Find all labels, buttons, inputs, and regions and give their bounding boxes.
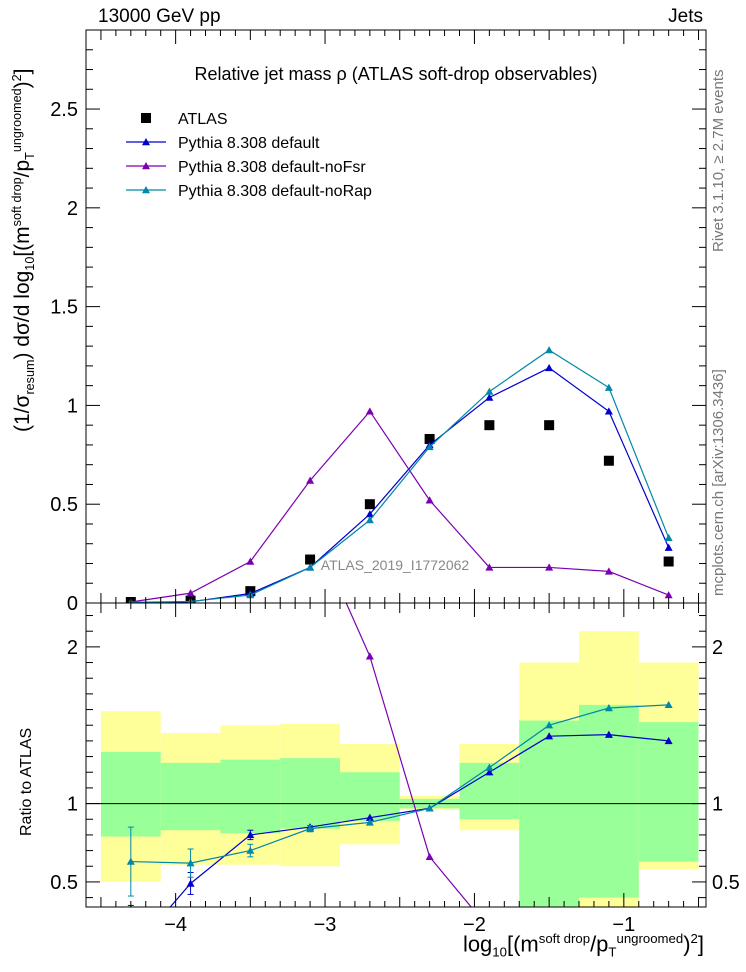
ratio-point: [425, 804, 434, 812]
series-point-3: [604, 383, 613, 391]
series-point-2: [186, 589, 195, 597]
data-point-atlas: [544, 420, 555, 431]
y-tick-label: 1: [67, 395, 78, 417]
series-line-2: [130, 410, 669, 603]
x-tick-label: −2: [463, 914, 486, 936]
main-series-group: [125, 346, 674, 603]
band-green: [160, 762, 221, 831]
series-point-2: [425, 496, 434, 504]
ratio-series-line-1: [345, 603, 472, 907]
ratio-y-tick-label-left: 0.5: [50, 872, 78, 894]
ratio-point: [485, 763, 494, 771]
y-tick-label: 2.5: [50, 99, 78, 121]
series-point-1: [664, 543, 673, 551]
ratio-point: [246, 830, 255, 839]
ratio-point: [425, 852, 434, 861]
analysis-label: ATLAS_2019_I1772062: [321, 557, 470, 573]
series-point-3: [425, 442, 434, 451]
series-point-3: [306, 563, 315, 571]
ratio-point: [365, 818, 374, 826]
data-point-atlas: [305, 554, 316, 565]
header-left-label: 13000 GeV pp: [98, 6, 221, 27]
ratio-uncertainty-bands: [86, 631, 706, 907]
ratio-point: [485, 768, 494, 776]
y-tick-label: 1.5: [50, 297, 78, 319]
data-point-atlas: [364, 499, 375, 510]
series-point-2: [664, 591, 673, 599]
ratio-frame: [85, 602, 707, 908]
data-point-atlas: [663, 556, 674, 567]
legend-label-3: Pythia 8.308 default-noRap: [178, 183, 372, 200]
series-point-1: [365, 510, 374, 518]
band-green: [638, 722, 699, 862]
axes-group: 0 0.5 1 1.5 2 2.5 0.5 0.5 1 1 2 2 −4 −3 −2 −1: [50, 29, 740, 936]
x-tick-label: −3: [314, 914, 337, 936]
data-point-atlas: [424, 434, 435, 445]
legend-label-2: Pythia 8.308 default-noFsr: [178, 159, 366, 176]
legend-marker-2: [142, 162, 150, 170]
legend-marker-3: [142, 186, 150, 194]
band-green: [519, 720, 580, 907]
series-point-3: [485, 387, 494, 395]
series-point-2: [365, 407, 374, 415]
x-tick-label: −1: [612, 914, 635, 936]
ratio-point: [126, 857, 135, 865]
ratio-point: [246, 846, 255, 854]
ratio-y-tick-label-left: 2: [67, 637, 78, 659]
legend-marker-1: [142, 138, 150, 146]
ratio-y-tick-label-right: 2: [712, 637, 723, 659]
ratio-y-tick-label-right: 1: [712, 794, 723, 816]
ratio-series-group: [126, 603, 673, 907]
series-point-2: [246, 557, 255, 565]
series-point-1: [485, 393, 494, 401]
ratio-series-line-2: [130, 704, 669, 864]
ratio-point: [664, 700, 673, 709]
legend-marker-atlas: [141, 113, 151, 123]
ratio-point: [545, 732, 554, 740]
band-green: [280, 758, 340, 829]
x-axis-label: log10[(msoft drop/pTungroomed)2]: [462, 931, 704, 960]
ratio-point: [186, 879, 195, 887]
ratio-series-line-0: [169, 734, 669, 907]
band-green: [220, 759, 281, 834]
band-green: [100, 751, 161, 837]
series-point-2: [545, 563, 554, 571]
ratio-point: [365, 652, 374, 660]
ratio-point: [365, 813, 374, 821]
data-point-atlas: [603, 455, 614, 466]
legend: ATLAS Pythia 8.308 default Pythia 8.308 de…: [126, 111, 372, 200]
series-point-1: [545, 363, 554, 372]
series-point-1: [604, 407, 613, 415]
header-right-label: Jets: [668, 6, 703, 27]
x-tick-label: −4: [164, 914, 187, 936]
chart-title: Relative jet mass ρ (ATLAS soft-drop obs…: [194, 64, 597, 84]
band-green: [339, 772, 400, 821]
ratio-point: [664, 736, 673, 745]
y-tick-label: 0.5: [50, 494, 78, 516]
ratio-y-tick-label-right: 0.5: [712, 872, 740, 894]
ratio-point: [186, 859, 195, 867]
legend-label-1: Pythia 8.308 default: [178, 135, 320, 152]
y-tick-label: 2: [67, 198, 78, 220]
series-point-3: [545, 346, 554, 354]
ratio-y-tick-label-left: 1: [67, 794, 78, 816]
ratio-point: [604, 730, 613, 738]
y-tick-label: 0: [67, 593, 78, 615]
series-point-2: [306, 476, 315, 484]
series-point-2: [604, 567, 613, 575]
ratio-point: [604, 703, 613, 712]
series-point-3: [664, 533, 673, 541]
ratio-point: [545, 721, 554, 729]
ratio-point: [306, 824, 315, 832]
data-point-atlas: [484, 420, 495, 431]
legend-label-0: ATLAS: [178, 111, 228, 128]
series-point-3: [365, 516, 374, 524]
series-point-2: [485, 563, 494, 571]
